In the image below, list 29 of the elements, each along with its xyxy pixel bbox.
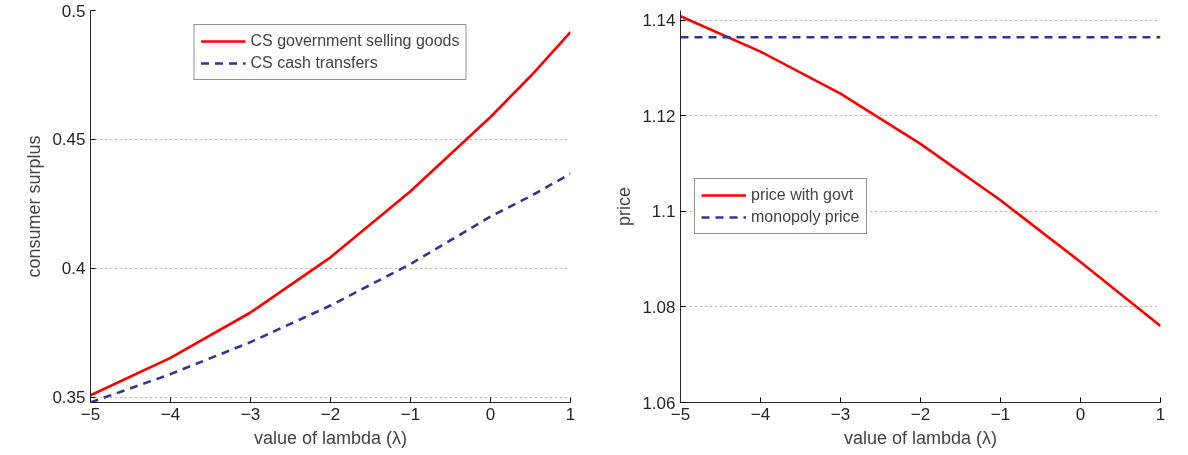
x-tick-label: −3	[830, 404, 851, 424]
y-tick-label: 0.5	[61, 1, 86, 21]
x-tick-label: 1	[565, 404, 576, 424]
x-tick-label: 1	[1155, 404, 1166, 424]
y-tick-label: 1.08	[642, 297, 676, 317]
x-tick-label: −1	[400, 404, 421, 424]
x-axis-title: value of lambda (λ)	[253, 427, 408, 448]
y-axis-title: price	[614, 186, 635, 227]
y-axis-title: consumer surplus	[24, 135, 45, 278]
x-tick-label: −3	[240, 404, 261, 424]
x-tick-label: −2	[320, 404, 341, 424]
legend-label: price with govt	[751, 186, 854, 204]
x-tick-label: 0	[1075, 404, 1086, 424]
x-tick-label: −4	[160, 404, 181, 424]
legend-label: CS cash transfers	[250, 54, 378, 72]
legend-label: monopoly price	[751, 208, 860, 226]
x-axis-title: value of lambda (λ)	[843, 427, 998, 448]
y-tick-label: 1.14	[642, 11, 676, 31]
x-tick-label: −4	[750, 404, 771, 424]
line-series	[680, 14, 1161, 328]
y-tick-label: 1.1	[651, 202, 676, 222]
y-tick-label: 1.12	[642, 106, 676, 126]
x-tick-label: 0	[485, 404, 496, 424]
x-tick-label: −2	[910, 404, 931, 424]
legend-label: CS government selling goods	[250, 32, 460, 50]
y-tick-label: 0.45	[52, 130, 86, 150]
x-tick-label: −1	[990, 404, 1011, 424]
y-tick-label: 0.4	[61, 259, 86, 279]
line-series	[90, 30, 571, 397]
